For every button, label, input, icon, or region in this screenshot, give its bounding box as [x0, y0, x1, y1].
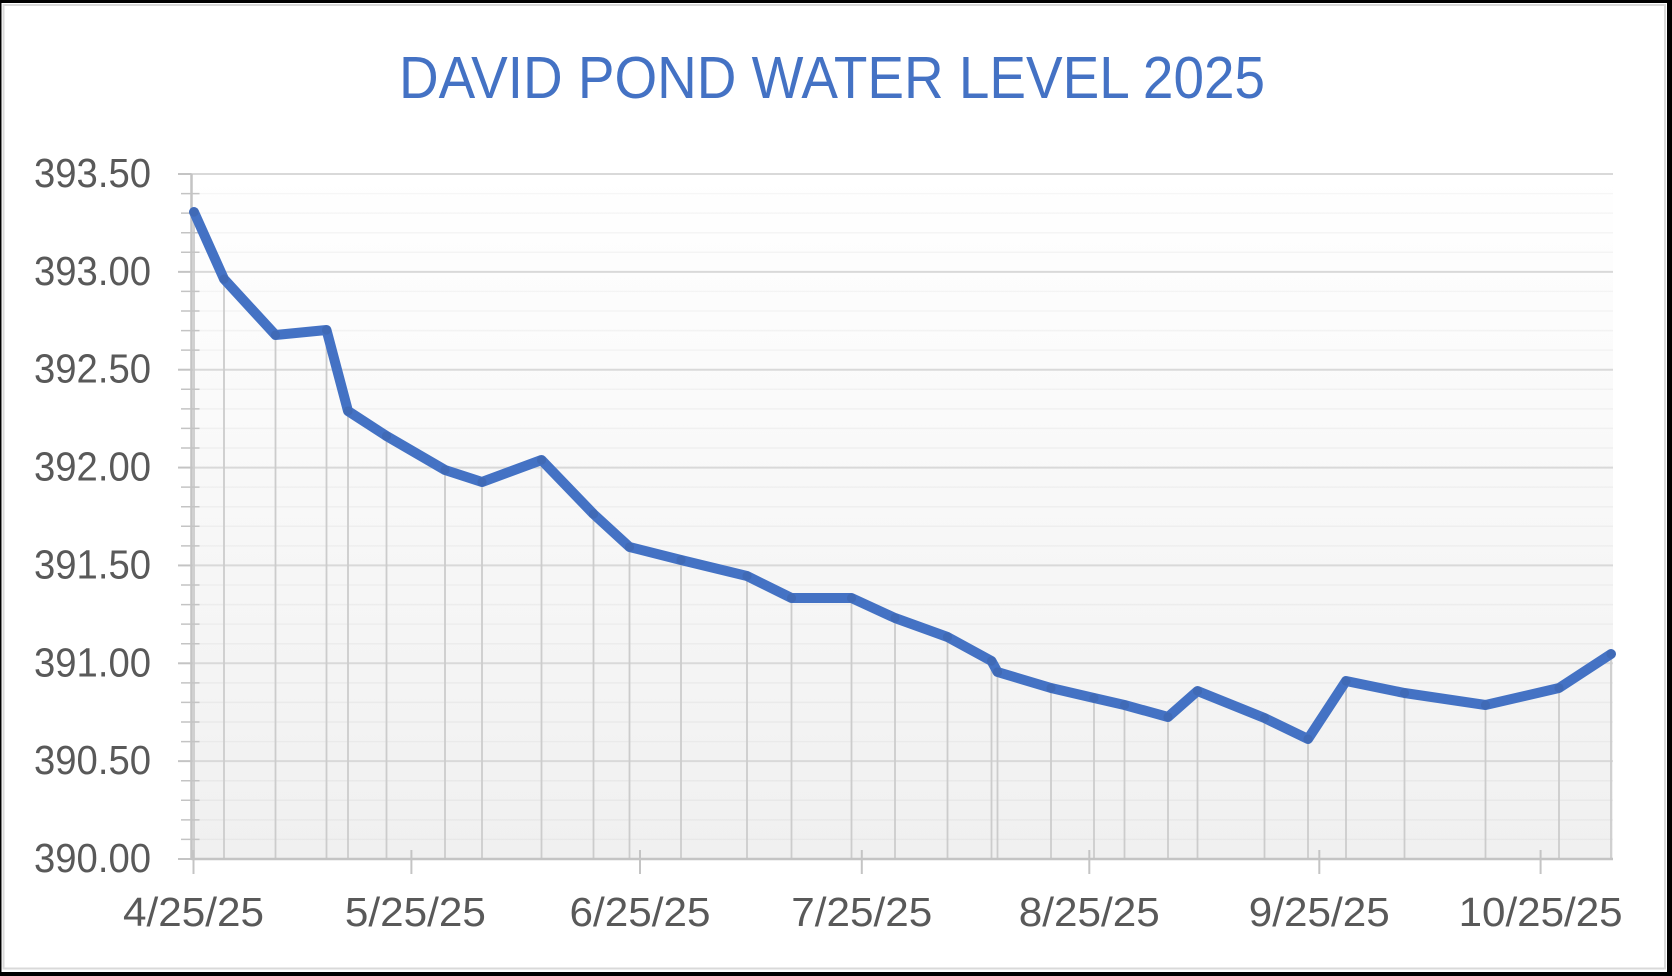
svg-text:392.50: 392.50: [34, 346, 151, 392]
svg-text:390.00: 390.00: [34, 835, 151, 881]
svg-text:10/25/25: 10/25/25: [1459, 889, 1623, 935]
svg-text:393.50: 393.50: [34, 150, 151, 196]
svg-text:8/25/25: 8/25/25: [1019, 889, 1160, 935]
svg-text:5/25/25: 5/25/25: [345, 889, 486, 935]
svg-text:6/25/25: 6/25/25: [570, 889, 711, 935]
svg-text:9/25/25: 9/25/25: [1249, 889, 1390, 935]
svg-text:DAVID POND WATER LEVEL 2025: DAVID POND WATER LEVEL 2025: [399, 45, 1265, 111]
svg-text:391.50: 391.50: [34, 541, 151, 587]
svg-text:393.00: 393.00: [34, 248, 151, 294]
svg-text:4/25/25: 4/25/25: [123, 889, 264, 935]
svg-text:391.00: 391.00: [34, 639, 151, 685]
svg-text:7/25/25: 7/25/25: [791, 889, 932, 935]
svg-text:392.00: 392.00: [34, 444, 151, 490]
svg-text:390.50: 390.50: [34, 737, 151, 783]
